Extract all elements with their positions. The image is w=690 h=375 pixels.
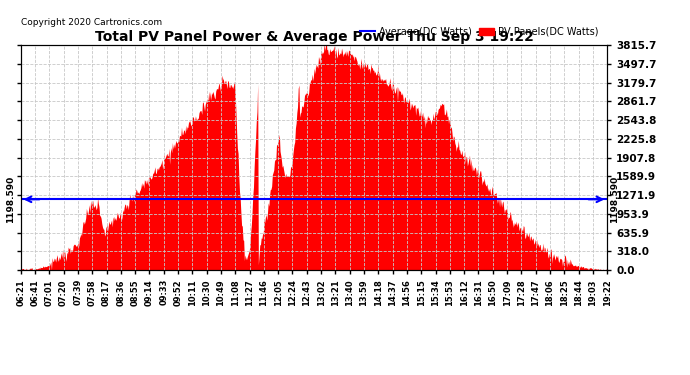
Legend: Average(DC Watts), PV Panels(DC Watts): Average(DC Watts), PV Panels(DC Watts) — [357, 23, 602, 40]
Text: Copyright 2020 Cartronics.com: Copyright 2020 Cartronics.com — [21, 18, 162, 27]
Title: Total PV Panel Power & Average Power Thu Sep 3 19:22: Total PV Panel Power & Average Power Thu… — [95, 30, 533, 44]
Text: 1198.590: 1198.590 — [610, 176, 619, 223]
Text: 1198.590: 1198.590 — [6, 176, 15, 223]
